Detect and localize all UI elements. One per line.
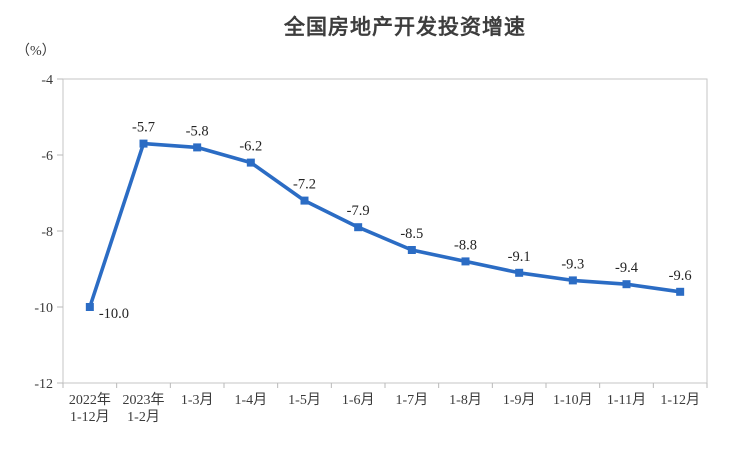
data-point-marker: [193, 143, 202, 152]
trend-line: [88, 141, 682, 309]
x-axis-category-label: 1-3月: [181, 392, 214, 408]
x-axis-category-label: 2022年: [69, 392, 111, 408]
x-axis-category-label: 1-5月: [288, 392, 321, 408]
y-axis-tick-label: -6: [41, 149, 53, 164]
data-point-marker: [568, 276, 577, 285]
data-point-marker: [515, 268, 524, 277]
x-axis-category-label: 1-4月: [234, 392, 267, 408]
data-point-marker: [246, 158, 255, 167]
x-axis-category-label: 1-11月: [607, 392, 646, 408]
x-axis-category-label: 1-8月: [449, 392, 482, 408]
data-point-marker: [407, 246, 416, 254]
chart-title: 全国房地产开发投资增速: [284, 15, 526, 39]
data-point-label: -7.2: [293, 177, 316, 193]
data-point-marker: [622, 280, 631, 289]
x-axis-category-label: 1-9月: [503, 392, 536, 408]
data-point-label: -8.8: [454, 237, 477, 253]
x-axis-category-label: 1-6月: [342, 392, 375, 408]
data-point-label: -10.0: [99, 306, 129, 322]
x-axis-category-label: 1-2月: [127, 409, 160, 425]
data-point-label: -9.4: [615, 260, 639, 276]
data-point-marker: [139, 139, 148, 148]
plot-border: [62, 78, 708, 384]
data-point-label: -9.1: [508, 249, 531, 265]
y-axis-tick-label: -12: [34, 377, 53, 392]
x-axis-category-label: 1-12月: [660, 392, 700, 408]
data-point-label: -5.8: [186, 123, 209, 139]
x-axis-category-label: 2023年: [123, 392, 165, 408]
data-point-marker: [300, 196, 309, 205]
data-point-label: -9.3: [561, 256, 584, 272]
x-axis-category-label: 1-12月: [70, 409, 110, 425]
data-point-marker: [354, 223, 363, 232]
y-axis-unit-label: （%）: [16, 44, 56, 59]
data-point-marker: [461, 257, 470, 266]
y-axis-tick-label: -4: [41, 73, 53, 88]
data-point-marker: [85, 303, 94, 311]
data-point-label: -6.2: [239, 139, 262, 155]
x-axis-category-label: 1-7月: [395, 392, 428, 408]
data-point-marker: [676, 287, 685, 296]
y-axis-tick-label: -8: [41, 225, 53, 240]
data-point-label: -9.6: [669, 268, 692, 284]
data-point-label: -5.7: [132, 120, 155, 136]
data-point-label: -8.5: [400, 226, 423, 242]
data-point-label: -7.9: [347, 203, 370, 219]
x-axis-category-label: 1-10月: [553, 392, 593, 408]
y-axis-tick-label: -10: [34, 301, 53, 316]
